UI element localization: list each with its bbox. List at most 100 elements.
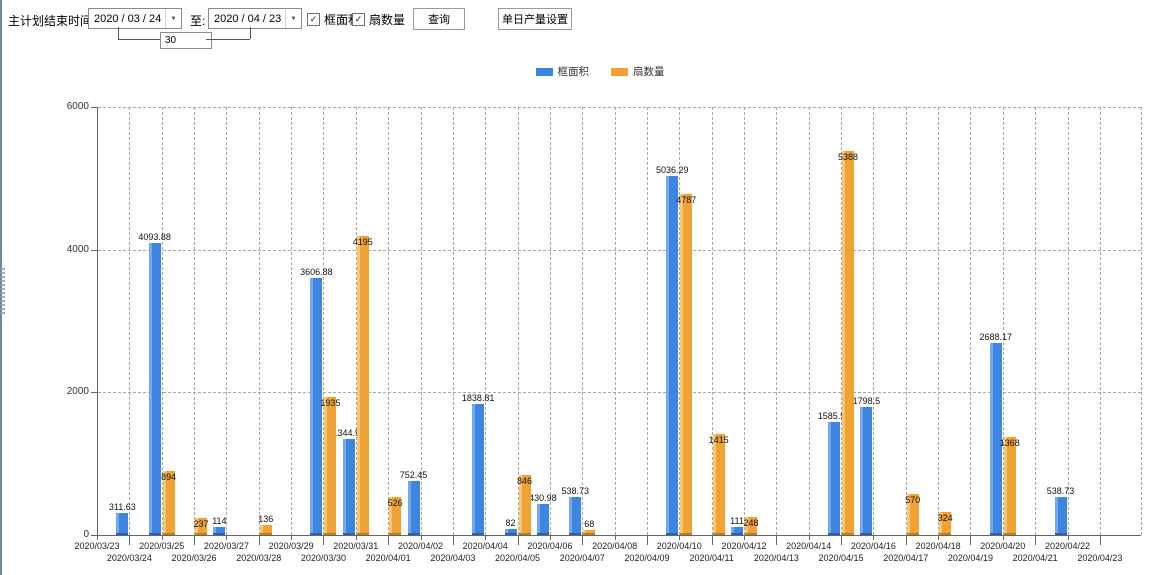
axis-tick (420, 536, 422, 540)
bar-value-label: 1415 (708, 435, 729, 446)
bar-value-label: 538.73 (561, 485, 590, 496)
bar-sash-count (906, 494, 919, 535)
x-axis-label: 2020/04/19 (947, 553, 993, 563)
legend-item-frame-area: 框面积 (535, 64, 589, 79)
bar-sash-count (939, 511, 952, 535)
bar-value-label: 248 (743, 518, 759, 529)
axis-tick (194, 536, 196, 545)
chart-legend: 框面积 扇数量 (430, 64, 770, 79)
bar-sash-count (583, 530, 596, 535)
axis-tick (291, 536, 293, 540)
query-button[interactable]: 查询 (413, 8, 465, 30)
bar-value-label: 430.98 (529, 493, 557, 504)
axis-tick (549, 536, 551, 540)
v-gridline (776, 107, 778, 535)
axis-tick (905, 536, 907, 545)
bar-value-label: 5036.29 (656, 164, 689, 175)
bar-frame-area (213, 526, 226, 535)
x-axis-label: 2020/03/28 (236, 553, 282, 563)
interval-days-value: 30 (165, 35, 177, 46)
v-gridline (938, 107, 940, 535)
bar-sash-count (195, 518, 208, 535)
x-axis-label: 2020/04/20 (980, 541, 1026, 551)
dropdown-button[interactable]: ▼ (165, 9, 181, 28)
v-gridline (1035, 107, 1037, 535)
v-gridline (452, 107, 454, 535)
v-gridline (905, 107, 907, 535)
v-gridline (646, 107, 648, 535)
bar-value-label: 4787 (676, 194, 697, 205)
axis-tick (679, 536, 681, 540)
check-icon: ✓ (309, 14, 318, 24)
x-axis-label: 2020/04/17 (883, 553, 929, 563)
x-axis-label: 2020/04/01 (365, 553, 411, 563)
axis-tick (938, 536, 940, 540)
axis-tick (517, 536, 519, 545)
h-gridline (98, 392, 1141, 394)
x-axis-label: 2020/04/23 (1077, 553, 1123, 563)
x-axis-label: 2020/04/07 (559, 553, 605, 563)
bar-frame-area (116, 512, 129, 535)
interval-days-field[interactable]: 30 (160, 32, 212, 49)
v-gridline (970, 107, 972, 535)
dropdown-button[interactable]: ▼ (285, 9, 301, 28)
v-gridline (161, 107, 163, 535)
bar-frame-area (342, 439, 355, 535)
bar-value-label: 5388 (838, 151, 859, 162)
bar-value-label: 752.45 (399, 470, 428, 481)
splitter-handle[interactable] (1, 268, 5, 314)
bar-frame-area (148, 242, 161, 535)
y-axis-label: 4000 (66, 243, 89, 255)
x-axis (97, 535, 1141, 536)
date-range-connector (250, 27, 251, 39)
bar-frame-area (310, 277, 323, 535)
checkbox-frame-area[interactable]: ✓ 框面积 (307, 11, 360, 28)
x-axis-label: 2020/04/10 (656, 541, 702, 551)
bar-value-label: 136 (258, 514, 274, 525)
bar-value-label: 538.73 (1046, 485, 1075, 496)
daily-output-settings-button[interactable]: 单日产量设置 (498, 8, 572, 30)
bar-frame-area (1054, 496, 1067, 535)
v-gridline (1002, 107, 1004, 535)
plan-end-time-label: 主计划结束时间: (8, 14, 96, 28)
axis-tick (711, 536, 713, 545)
v-gridline (808, 107, 810, 535)
checkbox-sash-count[interactable]: ✓ 扇数量 (352, 11, 405, 28)
bar-frame-area (666, 175, 679, 535)
v-gridline (129, 107, 131, 535)
bar-sash-count (162, 471, 175, 535)
bar-frame-area (569, 496, 582, 535)
x-axis-label: 2020/04/12 (721, 541, 767, 551)
bar-value-label: 68 (584, 519, 595, 530)
start-date-picker[interactable]: 2020 / 03 / 24 ▼ (88, 8, 182, 29)
v-gridline (323, 107, 325, 535)
axis-tick (91, 535, 97, 536)
x-axis-label: 2020/04/18 (915, 541, 961, 551)
axis-tick (388, 536, 390, 545)
bar-value-label: 526 (387, 498, 403, 509)
bar-value-label: 4195 (352, 236, 373, 247)
x-axis-label: 2020/04/16 (850, 541, 896, 551)
v-gridline (485, 107, 487, 535)
v-gridline (1141, 107, 1142, 535)
x-axis-label: 2020/04/08 (592, 541, 638, 551)
bar-value-label: 111 (730, 516, 744, 527)
bar-value-label: 846 (517, 475, 533, 486)
y-axis-label: 0 (83, 529, 89, 540)
axis-tick (970, 536, 972, 545)
checkbox-box: ✓ (307, 13, 320, 26)
v-gridline (614, 107, 616, 535)
bar-value-label: 324 (937, 512, 953, 523)
end-date-picker[interactable]: 2020 / 04 / 23 ▼ (208, 8, 302, 29)
x-axis-label: 2020/04/03 (430, 553, 476, 563)
axis-tick (226, 536, 228, 540)
axis-tick (452, 536, 454, 545)
axis-tick (91, 107, 97, 108)
bar-frame-area (536, 504, 549, 535)
bar-sash-count (842, 150, 855, 535)
v-gridline (679, 107, 681, 535)
v-gridline (194, 107, 196, 535)
v-gridline (549, 107, 551, 535)
v-gridline (226, 107, 228, 535)
